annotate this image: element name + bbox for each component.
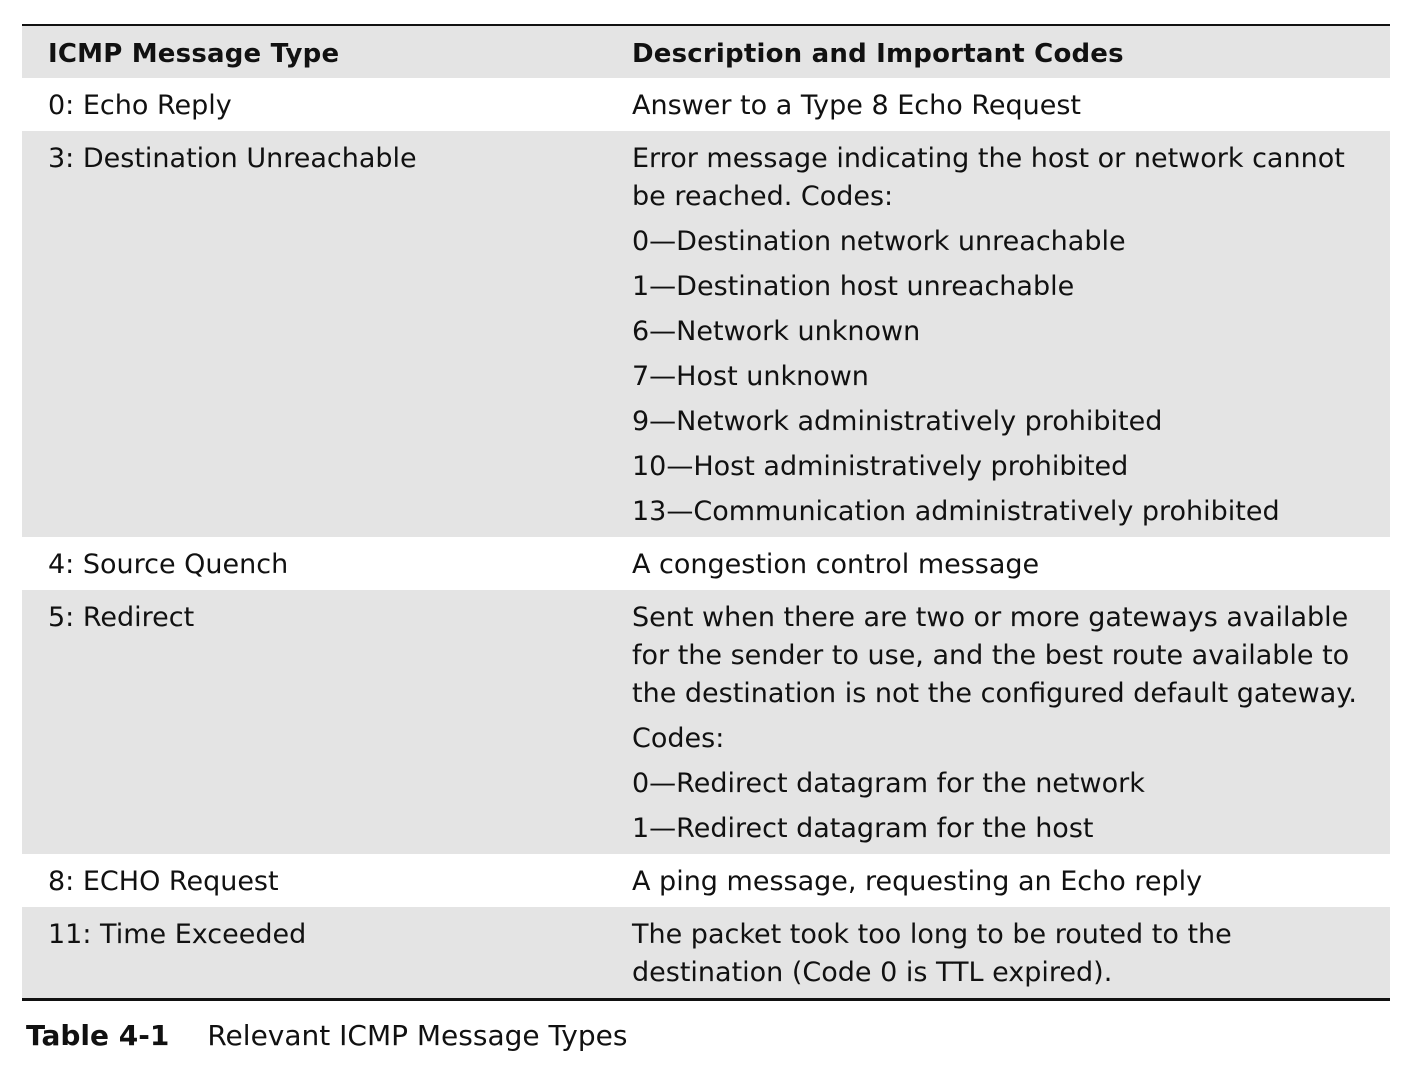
table-row: 3: Destination Unreachable Error message … <box>22 131 1390 537</box>
header-description: Description and Important Codes <box>632 39 1124 69</box>
message-type-cell: 3: Destination Unreachable <box>48 143 417 174</box>
table-row: 0: Echo Reply Answer to a Type 8 Echo Req… <box>22 78 1390 131</box>
description-line: A congestion control message <box>632 549 1040 580</box>
description-cell: The packet took too long to be routed to… <box>608 916 1390 992</box>
description-line: 0—Redirect datagram for the network <box>632 768 1145 799</box>
description-cell: A ping message, requesting an Echo reply <box>608 863 1390 901</box>
message-type-cell: 5: Redirect <box>48 602 195 633</box>
description-line: 6—Network unknown <box>632 316 921 347</box>
description-cell: Sent when there are two or more gateways… <box>608 599 1390 848</box>
description-line: 9—Network administratively prohibited <box>632 406 1163 437</box>
table-row: 5: Redirect Sent when there are two or mo… <box>22 590 1390 854</box>
description-line: Answer to a Type 8 Echo Request <box>632 90 1081 121</box>
table-body: 0: Echo Reply Answer to a Type 8 Echo Req… <box>22 78 1390 998</box>
description-line: 10—Host administratively prohibited <box>632 451 1129 482</box>
description-cell: A congestion control message <box>608 546 1390 584</box>
message-type-cell: 0: Echo Reply <box>48 90 232 121</box>
description-line: Codes: <box>632 723 725 754</box>
description-cell: Error message indicating the host or net… <box>608 140 1390 531</box>
header-type: ICMP Message Type <box>48 39 340 69</box>
message-type-cell: 11: Time Exceeded <box>48 919 307 950</box>
description-line: 0—Destination network unreachable <box>632 226 1126 257</box>
message-type-cell: 4: Source Quench <box>48 549 289 580</box>
table-header-row: ICMP Message Type Description and Import… <box>22 26 1390 78</box>
description-line: 7—Host unknown <box>632 361 869 392</box>
table-row: 4: Source Quench A congestion control mes… <box>22 537 1390 590</box>
description-line: 1—Destination host unreachable <box>632 271 1075 302</box>
caption-text: Relevant ICMP Message Types <box>207 1019 628 1052</box>
description-cell: Answer to a Type 8 Echo Request <box>608 87 1390 125</box>
table-row: 8: ECHO Request A ping message, requestin… <box>22 854 1390 907</box>
table-caption: Table 4-1 Relevant ICMP Message Types <box>26 1017 627 1055</box>
description-line: 13—Communication administratively prohib… <box>632 496 1280 527</box>
message-type-cell: 8: ECHO Request <box>48 866 279 897</box>
table-row: 11: Time Exceeded The packet took too lon… <box>22 907 1390 998</box>
description-line: Error message indicating the host or net… <box>632 143 1345 212</box>
icmp-table: ICMP Message Type Description and Import… <box>22 24 1390 1001</box>
description-line: 1—Redirect datagram for the host <box>632 813 1094 844</box>
caption-label: Table 4-1 <box>26 1019 170 1052</box>
description-line: The packet took too long to be routed to… <box>632 919 1232 988</box>
description-line: Sent when there are two or more gateways… <box>632 602 1357 709</box>
description-line: A ping message, requesting an Echo reply <box>632 866 1203 897</box>
